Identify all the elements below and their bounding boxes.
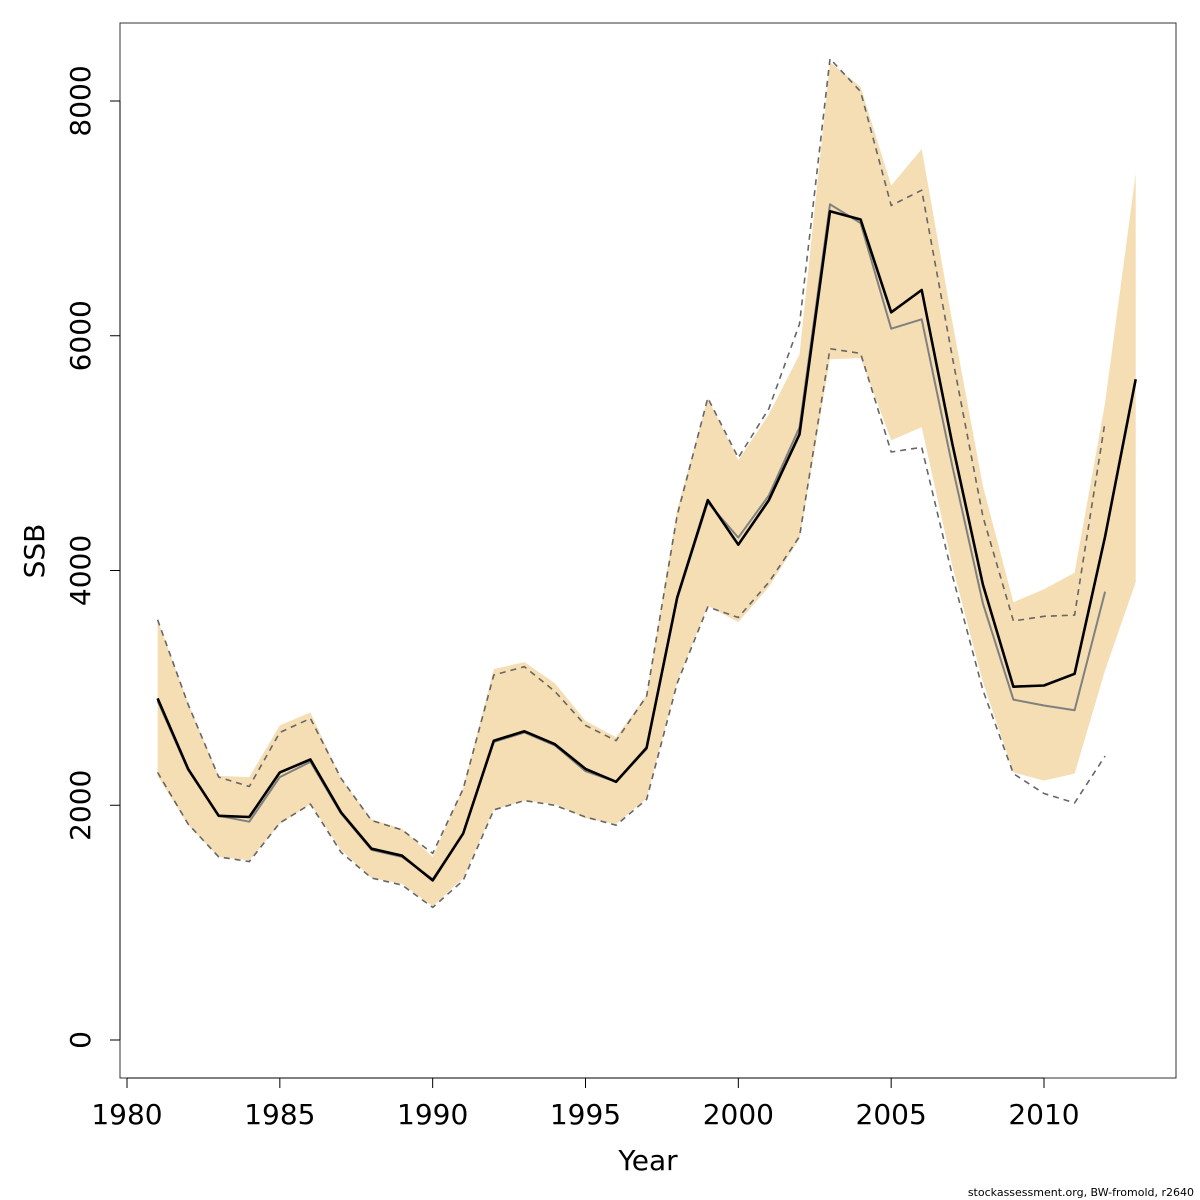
- previous-upper-dashed-line: [156, 57, 1106, 855]
- x-tick-label: 1985: [244, 1098, 315, 1131]
- y-tick-label: 4000: [64, 535, 97, 606]
- previous-confidence-lines: [156, 57, 1106, 909]
- y-tick-label: 6000: [64, 300, 97, 371]
- y-axis: 0 2000 4000 6000 8000: [64, 65, 121, 1049]
- estimate-polyline: [156, 210, 1137, 882]
- x-tick-label: 2005: [856, 1098, 927, 1131]
- x-tick-label: 1980: [91, 1098, 162, 1131]
- x-axis: 1980 1985 1990 1995 2000 2005 2010: [91, 1077, 1080, 1131]
- previous-lower-dashed-line: [156, 347, 1106, 909]
- y-tick-label: 2000: [64, 770, 97, 841]
- x-tick-label: 2010: [1008, 1098, 1079, 1131]
- footer-credit: stockassessment.org, BW-fromold, r2640: [968, 1186, 1194, 1199]
- y-tick-label: 0: [64, 1031, 97, 1049]
- confidence-band-area: [157, 62, 1136, 907]
- x-tick-label: 1990: [397, 1098, 468, 1131]
- y-tick-label: 8000: [64, 65, 97, 136]
- confidence-band: [157, 62, 1136, 907]
- x-tick-label: 2000: [703, 1098, 774, 1131]
- y-axis-title: SSB: [18, 524, 51, 579]
- estimate-line: [156, 210, 1137, 882]
- x-axis-title: Year: [617, 1144, 678, 1177]
- x-tick-label: 1995: [550, 1098, 621, 1131]
